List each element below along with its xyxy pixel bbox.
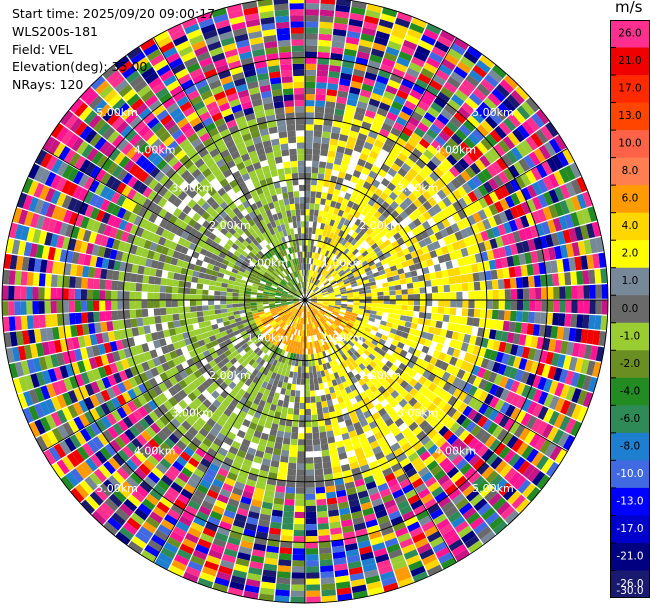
scan-info: Start time: 2025/09/20 09:00:17 WLS200s-… — [12, 5, 215, 94]
range-label: 4.00km — [134, 444, 176, 457]
colorbar-band — [610, 212, 650, 241]
range-label: 3.00km — [172, 181, 214, 194]
colorbar-band — [610, 432, 650, 461]
colorbar-tick-label: -17.0 — [616, 523, 643, 535]
velocity-field — [2, 0, 608, 603]
colorbar-band — [610, 322, 650, 351]
nrays-text: NRays: 120 — [12, 77, 84, 93]
colorbar-band — [610, 515, 650, 544]
colorbar-tick-label: -26.0 — [616, 578, 643, 590]
range-label: 1.00km — [322, 332, 364, 345]
colorbar-band — [610, 487, 650, 516]
colorbar-band — [610, 240, 650, 269]
colorbar-band — [610, 405, 650, 434]
range-label: 4.00km — [435, 144, 477, 157]
range-label: 2.00km — [359, 219, 401, 232]
colorbar-tick-label: -1.0 — [620, 330, 641, 342]
colorbar-tick-label: 13.0 — [618, 110, 641, 122]
colorbar-tick-label: 6.0 — [622, 193, 639, 205]
colorbar-tick-label: -8.0 — [620, 440, 641, 452]
colorbar-band — [610, 350, 650, 379]
colorbar-tick-label: -10.0 — [616, 468, 643, 480]
colorbar-tick-label: 26.0 — [618, 28, 641, 40]
range-label: 5.00km — [472, 482, 514, 495]
colorbar-band — [610, 377, 650, 406]
range-grid: 1.00km 1.00km 1.00km 1.00km 2.00km 2.00km 2.00… — [1, 0, 609, 604]
colorbar-band — [610, 130, 650, 159]
colorbar-tick-label: -13.0 — [616, 495, 643, 507]
range-label: 2.00km — [209, 219, 251, 232]
range-ring — [183, 178, 427, 422]
colorbar-tick-label: 21.0 — [618, 55, 641, 67]
range-label: 1.00km — [247, 256, 289, 269]
range-label: 3.00km — [397, 181, 439, 194]
range-label: 3.00km — [172, 407, 214, 420]
colorbar: 26.0 21.0 17.0 13.0 10.0 8.0 6.0 4.0 2.0 1.0 0.0 -1… — [610, 20, 650, 598]
colorbar-tick-label: -2.0 — [620, 358, 641, 370]
range-label: 3.00km — [397, 407, 439, 420]
range-label: 1.00km — [322, 256, 364, 269]
colorbar-band — [610, 460, 650, 489]
field-text: Field: VEL — [12, 41, 73, 57]
ppi-plot: 1.00km 1.00km 1.00km 1.00km 2.00km 2.00km 2.00… — [1, 0, 609, 604]
range-label: 2.00km — [209, 369, 251, 382]
colorbar-unit: m/s — [615, 0, 643, 16]
colorbar-band — [610, 295, 650, 324]
range-label: 4.00km — [134, 144, 176, 157]
colorbar-tick-label: 4.0 — [622, 220, 639, 232]
colorbar-tick-label: 1.0 — [622, 275, 639, 287]
colorbar-tick-label: -30.0 — [616, 585, 643, 597]
colorbar-band — [610, 157, 650, 186]
colorbar-tick-label: 17.0 — [618, 83, 641, 95]
elevation-text: Elevation(deg): 35.00 — [12, 59, 148, 75]
range-label: 5.00km — [472, 106, 514, 119]
range-ring — [1, 0, 609, 604]
colorbar-band — [610, 542, 650, 571]
range-label: 2.00km — [359, 369, 401, 382]
colorbar-band — [610, 102, 650, 131]
range-label: 4.00km — [435, 444, 477, 457]
colorbar-band — [610, 185, 650, 214]
instrument-text: WLS200s-181 — [12, 23, 98, 39]
colorbar-tick-label: -4.0 — [620, 385, 641, 397]
colorbar-band — [610, 75, 650, 104]
colorbar-tick-label: -21.0 — [616, 550, 643, 562]
range-ring — [62, 57, 548, 543]
colorbar-tick-label: 0.0 — [622, 303, 639, 315]
colorbar-band — [610, 47, 650, 76]
colorbar-tick-label: 2.0 — [622, 248, 639, 260]
range-label: 5.00km — [96, 482, 138, 495]
colorbar-tick-label: 10.0 — [618, 138, 641, 150]
colorbar-band — [610, 20, 650, 49]
colorbar-band — [610, 267, 650, 296]
colorbar-band — [610, 570, 650, 598]
colorbar-tick-label: -6.0 — [620, 413, 641, 425]
range-ring — [122, 117, 488, 483]
range-ring — [243, 238, 367, 362]
range-label: 5.00km — [96, 106, 138, 119]
start-time-text: Start time: 2025/09/20 09:00:17 — [12, 6, 216, 21]
colorbar-tick-label: 8.0 — [622, 165, 639, 177]
range-label: 1.00km — [247, 332, 289, 345]
